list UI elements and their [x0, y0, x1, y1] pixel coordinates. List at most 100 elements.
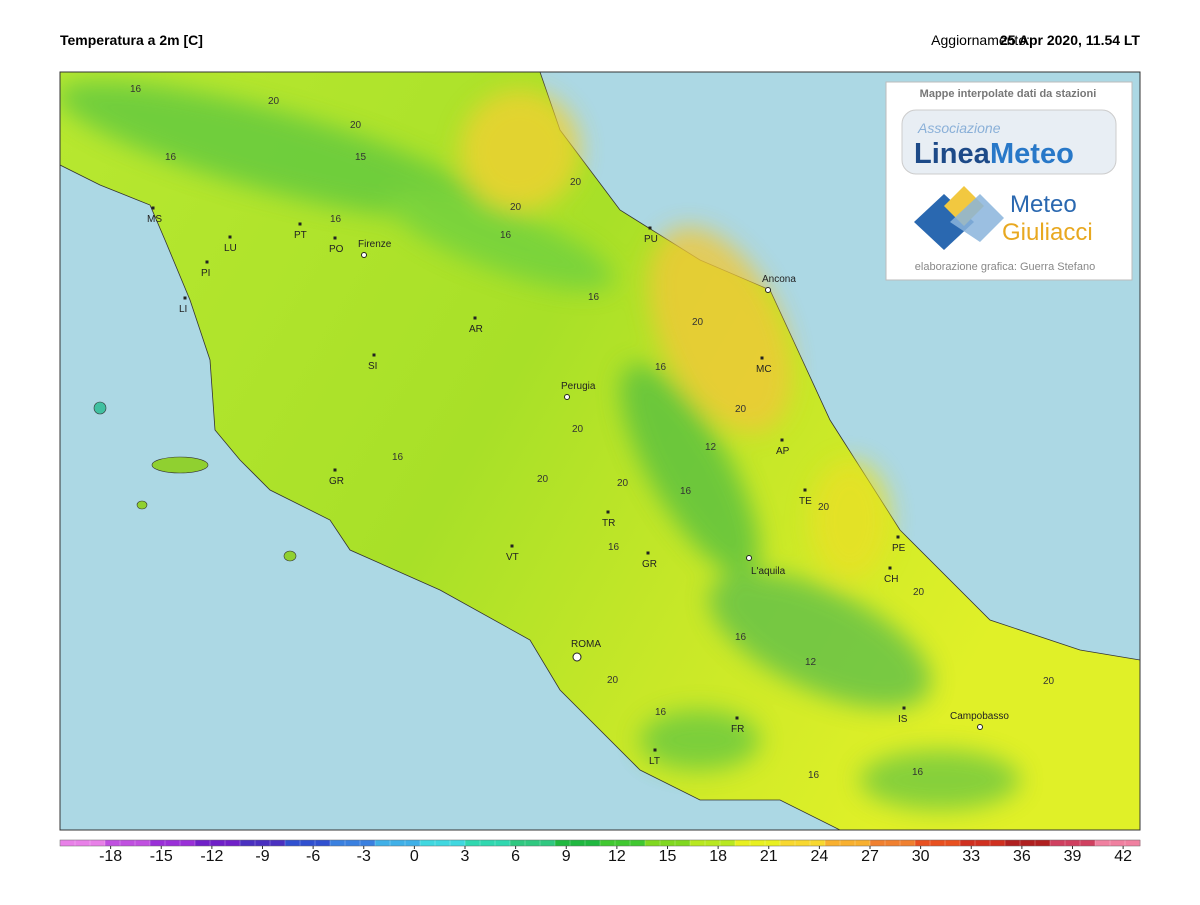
- contour-label: 15: [355, 152, 367, 163]
- place-label: IS: [898, 714, 908, 725]
- place-marker: [228, 235, 232, 239]
- colorbar-tick-label: 21: [760, 848, 778, 865]
- contour-label: 20: [617, 478, 629, 489]
- colorbar-segment: [465, 840, 511, 846]
- colorbar-tick-label: 24: [810, 848, 828, 865]
- colorbar-segment: [645, 840, 691, 846]
- place-marker: [648, 226, 652, 230]
- place-label: PE: [892, 543, 906, 554]
- logo-credit: elaborazione grafica: Guerra Stefano: [915, 261, 1095, 273]
- colorbar-tick-label: 0: [410, 848, 419, 865]
- place-marker: [333, 468, 337, 472]
- place-label: MS: [147, 214, 162, 225]
- colorbar-segment: [1005, 840, 1051, 846]
- place-label: LT: [649, 756, 660, 767]
- colorbar-tick-label: 36: [1013, 848, 1031, 865]
- colorbar-tick-label: -12: [200, 848, 223, 865]
- colorbar-tick-label: -9: [255, 848, 269, 865]
- contour-label: 12: [705, 442, 717, 453]
- update-value: 25 Apr 2020, 11.54 LT: [1000, 32, 1141, 48]
- logo-meteo2: Meteo: [1010, 191, 1077, 218]
- colorbar-segment: [1095, 840, 1141, 846]
- place-marker: [646, 551, 650, 555]
- place-marker: [473, 316, 477, 320]
- colorbar-tick-label: 30: [912, 848, 930, 865]
- place-label: PO: [329, 244, 344, 255]
- place-marker: [205, 260, 209, 264]
- place-label: AR: [469, 324, 483, 335]
- contour-label: 20: [570, 177, 582, 188]
- place-marker: [298, 222, 302, 226]
- place-label: Perugia: [561, 381, 596, 392]
- contour-label: 16: [130, 84, 142, 95]
- place-label: FR: [731, 724, 744, 735]
- colorbar-segment: [420, 840, 466, 846]
- colorbar-segment: [1050, 840, 1096, 846]
- contour-label: 16: [588, 292, 600, 303]
- place-marker: [803, 488, 807, 492]
- colorbar-segment: [60, 840, 106, 846]
- colorbar-tick-label: 18: [709, 848, 727, 865]
- colorbar-segment: [375, 840, 421, 846]
- place-marker: [183, 296, 187, 300]
- colorbar-tick-label: 15: [659, 848, 677, 865]
- place-marker: [780, 438, 784, 442]
- colorbar-frame: [59, 839, 1141, 847]
- colorbar-segment: [510, 840, 556, 846]
- logo-giuliacci: Giuliacci: [1002, 219, 1093, 246]
- contour-labels: 16 20 20 15 16 16 20 16 20 16 20 16 20 2…: [130, 84, 1055, 781]
- colorbar-segment: [150, 840, 196, 846]
- map-frame: [59, 71, 1141, 831]
- place-label: LU: [224, 243, 237, 254]
- place-label: VT: [506, 552, 519, 563]
- place-marker: [765, 287, 771, 293]
- place-label: TE: [799, 496, 812, 507]
- colorbar-segment: [285, 840, 331, 846]
- logo-box: Mappe interpolate dati da stazioni Assoc…: [885, 81, 1133, 281]
- contour-label: 16: [608, 542, 620, 553]
- colorbar-tick-label: 12: [608, 848, 626, 865]
- colorbar-tick-label: 3: [461, 848, 470, 865]
- place-label: Firenze: [358, 239, 392, 250]
- place-marker: [902, 706, 906, 710]
- colorbar-tick-label: 27: [861, 848, 879, 865]
- contour-label: 20: [350, 120, 362, 131]
- colorbar-segment: [780, 840, 826, 846]
- colorbar-segment: [105, 840, 151, 846]
- place-marker: [896, 535, 900, 539]
- contour-label: 12: [805, 657, 817, 668]
- place-label: CH: [884, 574, 898, 585]
- place-marker: [510, 544, 514, 548]
- contour-label: 20: [692, 317, 704, 328]
- contour-label: 16: [165, 152, 177, 163]
- colorbar-tick-label: 33: [962, 848, 980, 865]
- place-marker: [372, 353, 376, 357]
- place-marker: [151, 206, 155, 210]
- contour-label: 20: [537, 474, 549, 485]
- contour-label: 20: [510, 202, 522, 213]
- update-label: Aggiornamento:: [931, 32, 1030, 48]
- place-marker: [333, 236, 337, 240]
- place-marker: [564, 394, 570, 400]
- contour-label: 16: [500, 230, 512, 241]
- colorbar-tick-label: 9: [562, 848, 571, 865]
- contour-label: 20: [1043, 676, 1055, 687]
- colorbar: -18 -15 -12 -9 -6 -3 0 3 6 9 12 15 18 21 24 27 30 33 36 39 4…: [59, 839, 1141, 865]
- place-label: GR: [642, 559, 657, 570]
- contour-label: 20: [572, 424, 584, 435]
- logo-badge: [901, 109, 1117, 175]
- contour-label: 16: [680, 486, 692, 497]
- place-label: Campobasso: [950, 711, 1009, 722]
- islands: [93, 401, 297, 562]
- contour-label: 16: [655, 362, 667, 373]
- place-label: MC: [756, 364, 772, 375]
- temperature-shading: [60, 81, 1020, 810]
- place-label: PT: [294, 230, 307, 241]
- contour-label: 20: [607, 675, 619, 686]
- colorbar-tick-label: -3: [357, 848, 371, 865]
- colorbar-segment: [240, 840, 286, 846]
- colorbar-segment: [600, 840, 646, 846]
- contour-label: 16: [392, 452, 404, 463]
- place-label: GR: [329, 476, 344, 487]
